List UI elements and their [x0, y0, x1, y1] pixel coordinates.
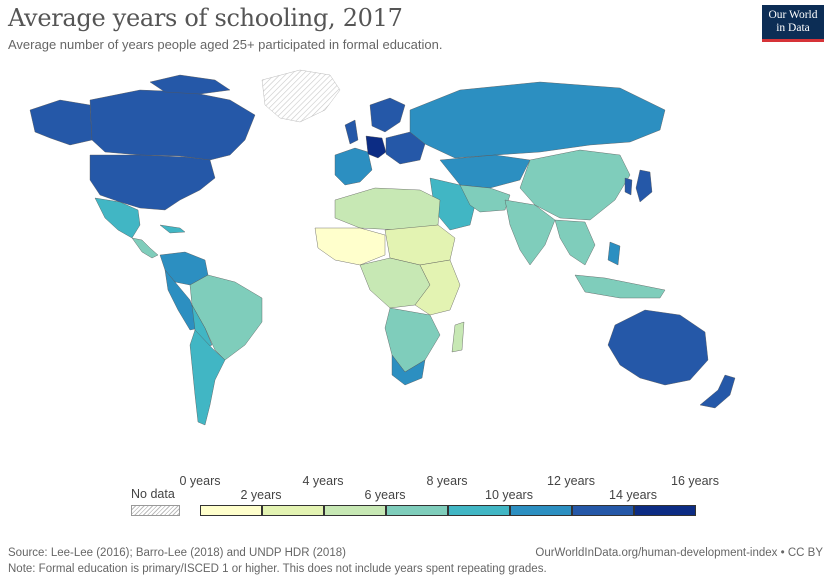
- region-europe-west[interactable]: [334, 147, 373, 186]
- legend-swatch-0-2: [200, 505, 262, 516]
- region-central-america[interactable]: [131, 237, 159, 259]
- region-canada[interactable]: [89, 89, 256, 161]
- region-greenland[interactable]: [261, 69, 341, 123]
- region-japan[interactable]: [635, 169, 653, 203]
- region-east-africa[interactable]: [414, 259, 461, 316]
- region-central-asia[interactable]: [439, 154, 531, 189]
- legend-tick-0: 0 years: [179, 474, 221, 488]
- legend-swatch-4-6: [324, 505, 386, 516]
- legend-tick-6: 6 years: [364, 488, 406, 502]
- region-philippines[interactable]: [607, 241, 621, 266]
- region-south-africa[interactable]: [391, 354, 426, 386]
- region-west-africa[interactable]: [314, 227, 386, 266]
- region-iran[interactable]: [459, 184, 511, 213]
- region-australia[interactable]: [607, 309, 709, 386]
- footer-link[interactable]: OurWorldInData.org/human-development-ind…: [535, 547, 823, 559]
- region-caribbean[interactable]: [159, 224, 186, 234]
- footer-note: Note: Formal education is primary/ISCED …: [8, 563, 547, 575]
- region-north-africa[interactable]: [334, 187, 441, 231]
- legend-tick-16: 16 years: [671, 474, 719, 488]
- region-russia[interactable]: [409, 81, 666, 159]
- region-new-zealand[interactable]: [699, 374, 736, 409]
- region-sahel-east[interactable]: [384, 224, 456, 266]
- legend-tick-10: 10 years: [485, 488, 533, 502]
- region-arctic-islands[interactable]: [149, 74, 231, 95]
- region-scandinavia[interactable]: [369, 97, 406, 133]
- region-argentina-chile[interactable]: [189, 329, 226, 426]
- legend-swatch-6-8: [386, 505, 448, 516]
- legend-tick-4: 4 years: [302, 474, 344, 488]
- region-indonesia[interactable]: [574, 274, 666, 299]
- region-usa[interactable]: [89, 154, 216, 211]
- region-germany[interactable]: [365, 135, 387, 159]
- region-india[interactable]: [504, 199, 556, 266]
- region-china[interactable]: [519, 149, 631, 221]
- legend: 0 years 4 years 8 years 12 years 16 year…: [0, 470, 829, 530]
- page-title: Average years of schooling, 2017: [8, 4, 403, 32]
- region-alaska[interactable]: [29, 99, 93, 146]
- legend-swatch-10-12: [510, 505, 572, 516]
- logo-line-2: in Data: [776, 22, 810, 34]
- legend-swatch-14-16: [634, 505, 696, 516]
- legend-tick-8: 8 years: [426, 474, 468, 488]
- legend-tick-12: 12 years: [547, 474, 595, 488]
- legend-tick-14: 14 years: [609, 488, 657, 502]
- legend-swatch-2-4: [262, 505, 324, 516]
- region-madagascar[interactable]: [451, 321, 465, 353]
- world-map[interactable]: [0, 60, 829, 460]
- legend-swatch-8-10: [448, 505, 510, 516]
- footer-source: Source: Lee-Lee (2016); Barro-Lee (2018)…: [8, 547, 346, 559]
- owid-logo[interactable]: Our World in Data: [762, 5, 824, 42]
- region-southeast-asia[interactable]: [554, 219, 596, 266]
- region-korea[interactable]: [624, 177, 633, 196]
- region-uk[interactable]: [344, 119, 359, 145]
- page-subtitle: Average number of years people aged 25+ …: [8, 37, 443, 52]
- legend-no-data-swatch: [131, 505, 180, 516]
- region-mexico[interactable]: [94, 197, 141, 239]
- legend-no-data-label: No data: [131, 487, 175, 501]
- legend-tick-2: 2 years: [240, 488, 282, 502]
- legend-swatch-12-14: [572, 505, 634, 516]
- logo-line-1: Our World: [768, 9, 818, 21]
